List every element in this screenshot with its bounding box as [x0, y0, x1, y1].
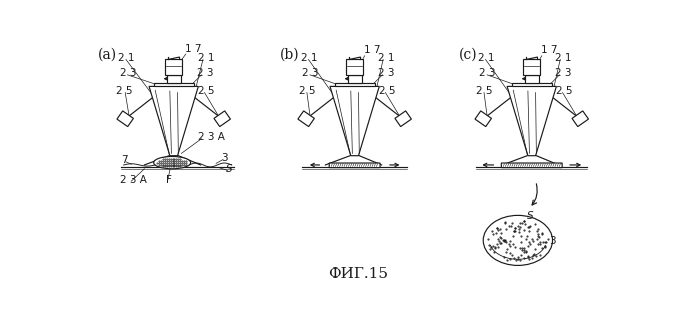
Polygon shape — [475, 111, 491, 127]
Bar — [154, 82, 194, 86]
Text: 1 7: 1 7 — [185, 44, 202, 54]
Text: 2 1: 2 1 — [301, 53, 318, 63]
Text: 1 7: 1 7 — [541, 45, 558, 55]
Polygon shape — [395, 111, 411, 127]
Bar — [346, 59, 363, 75]
Text: 2 1: 2 1 — [555, 53, 572, 63]
Bar — [524, 59, 540, 75]
Text: 2 3 A: 2 3 A — [120, 175, 147, 185]
Bar — [512, 82, 551, 86]
Text: 2 3 A: 2 3 A — [198, 132, 225, 142]
Text: 3: 3 — [221, 153, 228, 163]
Polygon shape — [330, 86, 379, 156]
Text: 2 3: 2 3 — [120, 68, 136, 78]
Bar — [334, 82, 375, 86]
Text: 2 5: 2 5 — [299, 86, 315, 96]
Bar — [525, 75, 539, 82]
Text: 2 5: 2 5 — [116, 86, 133, 96]
Text: 2 5: 2 5 — [198, 86, 215, 96]
Text: 2 3: 2 3 — [302, 68, 319, 78]
Text: S: S — [527, 211, 534, 221]
Polygon shape — [572, 111, 588, 127]
Text: 2 1: 2 1 — [378, 53, 394, 63]
Polygon shape — [214, 111, 230, 127]
Text: 2 5: 2 5 — [556, 86, 573, 96]
Polygon shape — [149, 86, 198, 156]
Text: 2 5: 2 5 — [476, 86, 493, 96]
Text: 2 1: 2 1 — [118, 53, 135, 63]
Text: (a): (a) — [98, 48, 117, 62]
Text: 2 1: 2 1 — [478, 53, 494, 63]
Ellipse shape — [154, 156, 191, 169]
Text: 2 3: 2 3 — [480, 68, 496, 78]
Text: 2 1: 2 1 — [198, 53, 215, 63]
Polygon shape — [117, 111, 133, 127]
FancyBboxPatch shape — [329, 163, 380, 168]
Text: S: S — [226, 164, 232, 174]
Polygon shape — [298, 111, 314, 127]
Text: 7: 7 — [121, 155, 128, 165]
Text: 2 3: 2 3 — [378, 68, 394, 78]
FancyBboxPatch shape — [501, 163, 562, 168]
Text: 2 5: 2 5 — [379, 86, 396, 96]
Bar — [348, 75, 362, 82]
Text: (b): (b) — [280, 48, 299, 62]
Bar — [167, 75, 181, 82]
Polygon shape — [507, 86, 556, 156]
Ellipse shape — [483, 215, 553, 265]
Text: 2 3: 2 3 — [555, 68, 572, 78]
Text: 3: 3 — [549, 236, 556, 246]
Text: ФИГ.15: ФИГ.15 — [328, 267, 387, 281]
Text: F: F — [166, 175, 172, 185]
Text: 1 7: 1 7 — [364, 45, 380, 55]
Text: 2 3: 2 3 — [197, 68, 214, 78]
Bar — [165, 59, 182, 75]
Text: (c): (c) — [459, 48, 477, 62]
